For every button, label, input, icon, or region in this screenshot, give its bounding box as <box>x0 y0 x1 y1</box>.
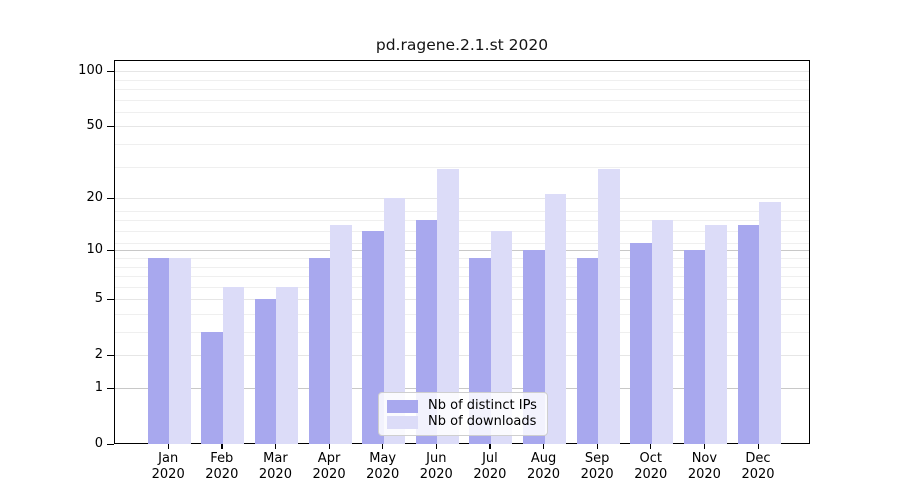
gridline-y-11 <box>115 243 809 245</box>
y-tick-2 <box>107 354 114 356</box>
bar-nb-of-downloads-jul-2020 <box>490 230 513 444</box>
bar-nb-of-downloads-aug-2020 <box>544 194 567 444</box>
gridline-y-15 <box>115 220 809 222</box>
y-tick-label-50: 50 <box>86 118 103 134</box>
bar-nb-of-distinct-ips-feb-2020 <box>201 332 223 444</box>
bar-nb-of-distinct-ips-nov-2020 <box>683 250 706 444</box>
bar-nb-of-downloads-may-2020 <box>383 198 406 444</box>
gridline-y-3 <box>115 332 809 333</box>
gridline-y-7 <box>115 276 809 278</box>
gridline-y-60 <box>115 111 809 113</box>
bar-nb-of-downloads-sep-2020 <box>598 169 620 444</box>
gridline-y-9 <box>115 257 809 259</box>
plot-area: Nb of distinct IPs Nb of downloads <box>114 60 810 444</box>
bar-nb-of-distinct-ips-apr-2020 <box>308 257 331 444</box>
bar-nb-of-downloads-apr-2020 <box>330 225 352 444</box>
bar-nb-of-distinct-ips-oct-2020 <box>630 243 652 444</box>
x-tick-feb-2020 <box>221 444 223 449</box>
x-tick-mar-2020 <box>274 444 277 449</box>
x-tick-label-oct-2020: Oct 2020 <box>634 451 668 482</box>
bar-nb-of-downloads-nov-2020 <box>705 225 727 444</box>
gridline-y-6 <box>115 286 809 288</box>
x-tick-jul-2020 <box>489 444 491 449</box>
bar-nb-of-downloads-jan-2020 <box>169 257 191 444</box>
gridline-y-13 <box>115 230 809 232</box>
legend-label-distinct-ips: Nb of distinct IPs <box>428 398 537 413</box>
y-tick-100 <box>107 70 114 72</box>
legend-swatch-distinct-ips-icon <box>387 399 418 413</box>
x-tick-aug-2020 <box>543 444 545 449</box>
y-tick-label-10: 10 <box>86 242 103 258</box>
bar-nb-of-distinct-ips-sep-2020 <box>576 257 599 444</box>
y-tick-1 <box>107 387 114 389</box>
gridline-y-5 <box>115 299 809 301</box>
bar-nb-of-downloads-jun-2020 <box>437 169 459 444</box>
gridline-y-100 <box>115 71 809 73</box>
x-tick-label-mar-2020: Mar 2020 <box>258 451 292 482</box>
x-tick-label-jun-2020: Jun 2020 <box>419 451 453 482</box>
chart-legend: Nb of distinct IPs Nb of downloads <box>378 392 548 436</box>
x-tick-jan-2020 <box>167 444 169 449</box>
x-tick-label-jul-2020: Jul 2020 <box>473 451 507 482</box>
x-tick-apr-2020 <box>328 444 330 449</box>
y-tick-label-2: 2 <box>94 347 103 363</box>
y-tick-50 <box>107 125 114 128</box>
gridline-y-8 <box>115 266 809 268</box>
bar-nb-of-distinct-ips-jan-2020 <box>147 257 170 444</box>
y-tick-10 <box>107 249 114 251</box>
x-tick-oct-2020 <box>650 444 652 449</box>
x-tick-sep-2020 <box>596 444 598 449</box>
gridline-y-50 <box>115 126 809 128</box>
y-tick-20 <box>107 197 114 199</box>
gridline-y-80 <box>115 89 809 90</box>
bar-nb-of-distinct-ips-mar-2020 <box>254 299 277 444</box>
legend-entry-distinct-ips: Nb of distinct IPs <box>387 398 539 414</box>
x-tick-may-2020 <box>382 444 384 449</box>
gridline-y-70 <box>115 99 809 101</box>
y-tick-label-1: 1 <box>94 380 103 395</box>
gridline-y-40 <box>115 144 809 145</box>
gridline-y-17 <box>115 210 809 212</box>
gridline-y-20 <box>115 198 809 200</box>
x-tick-label-dec-2020: Dec 2020 <box>741 451 775 482</box>
x-tick-label-feb-2020: Feb 2020 <box>205 451 239 482</box>
x-tick-label-sep-2020: Sep 2020 <box>580 451 614 482</box>
legend-swatch-downloads-icon <box>387 415 418 429</box>
y-tick-label-5: 5 <box>94 291 103 307</box>
x-tick-jun-2020 <box>435 444 437 449</box>
x-tick-label-aug-2020: Aug 2020 <box>526 451 561 482</box>
y-tick-5 <box>107 298 114 300</box>
legend-label-downloads: Nb of downloads <box>428 414 537 429</box>
bar-nb-of-distinct-ips-jun-2020 <box>415 220 438 444</box>
y-tick-0 <box>107 443 114 445</box>
x-tick-dec-2020 <box>757 444 759 449</box>
gridline-y-90 <box>115 79 809 81</box>
x-tick-label-may-2020: May 2020 <box>366 451 400 482</box>
bar-nb-of-downloads-oct-2020 <box>651 220 674 444</box>
legend-entry-downloads: Nb of downloads <box>387 414 539 430</box>
gridline-y-2 <box>115 355 809 357</box>
bar-nb-of-distinct-ips-may-2020 <box>362 230 384 444</box>
gridline-y-4 <box>115 313 809 315</box>
x-tick-label-apr-2020: Apr 2020 <box>312 451 346 482</box>
gridline-y-30 <box>115 166 809 168</box>
gridline-y-1 <box>115 388 809 389</box>
y-tick-label-100: 100 <box>78 63 103 79</box>
x-tick-label-nov-2020: Nov 2020 <box>687 451 721 482</box>
y-tick-label-0: 0 <box>94 436 103 451</box>
x-tick-nov-2020 <box>703 444 706 449</box>
x-tick-label-jan-2020: Jan 2020 <box>151 451 185 482</box>
y-tick-label-20: 20 <box>86 190 103 206</box>
bar-nb-of-downloads-mar-2020 <box>276 286 298 444</box>
gridline-y-10 <box>115 250 809 252</box>
bar-nb-of-distinct-ips-dec-2020 <box>737 225 759 444</box>
bar-nb-of-downloads-dec-2020 <box>759 202 781 444</box>
chart-title: pd.ragene.2.1.st 2020 <box>375 36 549 54</box>
bar-nb-of-downloads-feb-2020 <box>222 286 245 444</box>
